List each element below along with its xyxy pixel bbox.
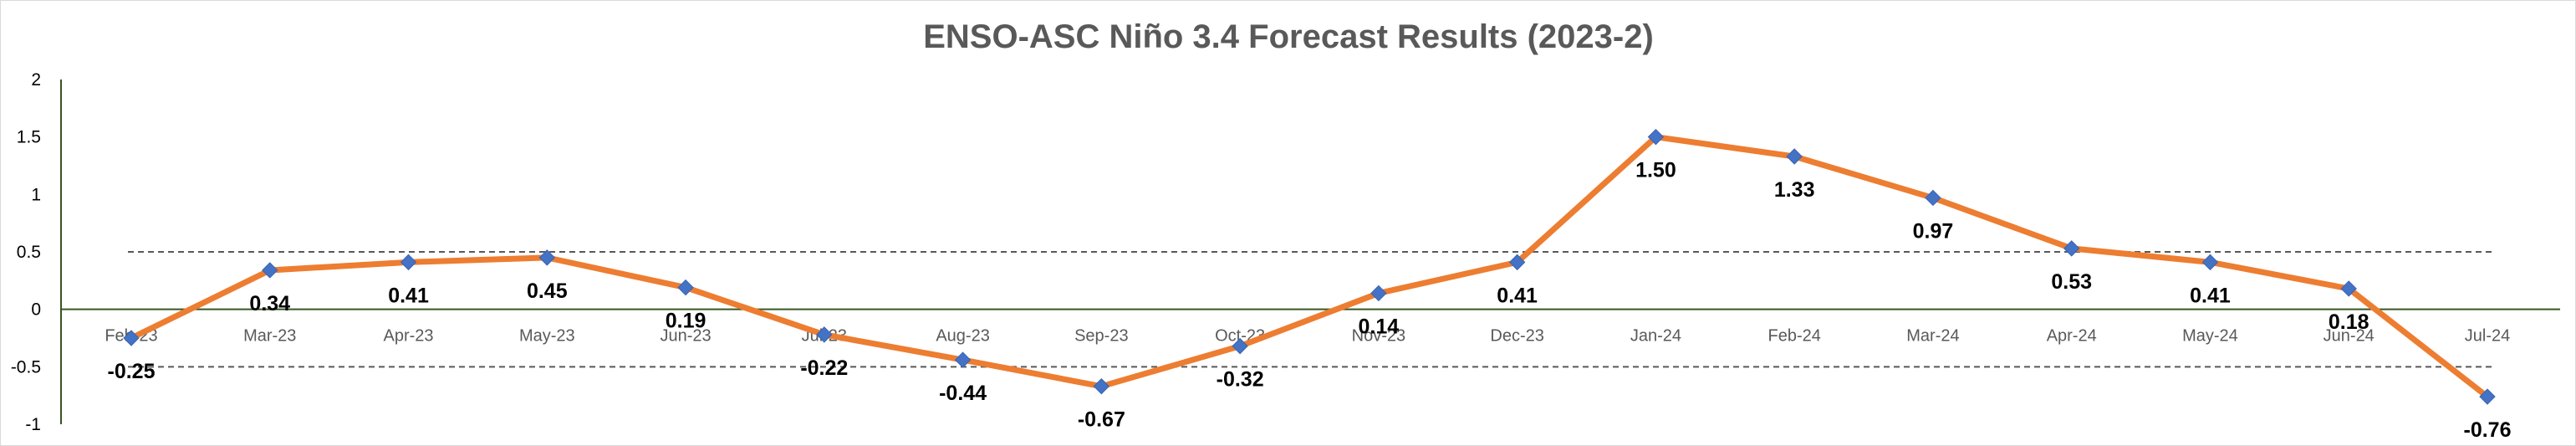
y-tick-label: 0.5 [17, 243, 41, 262]
x-tick-label: Jan-24 [1630, 327, 1681, 346]
data-label: -0.67 [1078, 408, 1125, 432]
y-tick-label: 0 [31, 300, 41, 320]
x-tick-label: Nov-23 [1352, 327, 1405, 346]
data-label: 0.41 [1497, 284, 1538, 307]
data-point-marker [1647, 128, 1665, 146]
data-point-marker [1508, 254, 1526, 271]
y-tick-label: 1.5 [17, 128, 41, 147]
x-tick-label: May-24 [2182, 327, 2238, 346]
x-tick-label: Apr-23 [384, 327, 434, 346]
x-tick-label: Feb-24 [1767, 327, 1820, 346]
data-label: 0.19 [666, 310, 706, 333]
data-point-marker [1370, 285, 1387, 302]
forecast-series-line [128, 134, 2491, 400]
data-label: -0.44 [939, 382, 987, 405]
data-label: 0.97 [1913, 219, 1954, 243]
x-tick-label: Dec-23 [1490, 327, 1543, 346]
data-label: -0.25 [108, 360, 156, 383]
data-point-marker [2201, 254, 2219, 271]
x-tick-label: Jun-24 [2324, 327, 2375, 346]
data-point-marker [1093, 377, 1110, 395]
data-label: 1.50 [1635, 159, 1676, 182]
data-point-marker [954, 351, 972, 368]
data-label: -0.32 [1217, 368, 1264, 392]
data-point-marker [2479, 388, 2496, 405]
data-point-marker [816, 326, 833, 343]
data-label: 0.41 [2190, 284, 2231, 307]
data-point-marker [2340, 280, 2357, 297]
y-tick-label: 1 [31, 185, 41, 204]
x-tick-label: Aug-23 [936, 327, 990, 346]
data-label: 0.41 [388, 284, 429, 307]
data-label: 0.14 [1359, 315, 1400, 338]
data-point-marker [123, 330, 140, 346]
data-point-marker [262, 262, 278, 279]
x-tick-label: Mar-24 [1906, 327, 1959, 346]
data-label: 0.34 [249, 292, 290, 315]
x-tick-label: Jun-23 [660, 327, 711, 346]
data-point-marker [400, 254, 417, 271]
x-tick-label: Mar-23 [243, 327, 296, 346]
data-point-marker [1232, 337, 1248, 355]
x-tick-label: May-23 [519, 327, 575, 346]
data-label: 0.53 [2051, 270, 2092, 294]
data-label: 0.45 [527, 279, 568, 303]
data-point-marker [677, 279, 694, 296]
y-tick-label: 2 [31, 70, 41, 90]
data-label: 0.18 [2329, 310, 2369, 334]
y-tick-label: -1 [25, 415, 41, 434]
data-label: 1.33 [1774, 178, 1815, 202]
y-tick-label: -0.5 [11, 357, 41, 377]
data-label: -0.22 [800, 356, 848, 380]
x-tick-label: Apr-24 [2047, 327, 2097, 346]
data-point-marker [2063, 240, 2080, 257]
data-point-marker [1786, 148, 1803, 165]
x-tick-label: Jul-24 [2465, 327, 2510, 346]
data-point-marker [538, 249, 556, 266]
data-point-marker [1925, 189, 1941, 207]
data-label: -0.76 [2464, 418, 2512, 442]
x-tick-label: Sep-23 [1074, 327, 1129, 346]
chart-title: ENSO-ASC Niño 3.4 Forecast Results (2023… [923, 18, 1654, 55]
